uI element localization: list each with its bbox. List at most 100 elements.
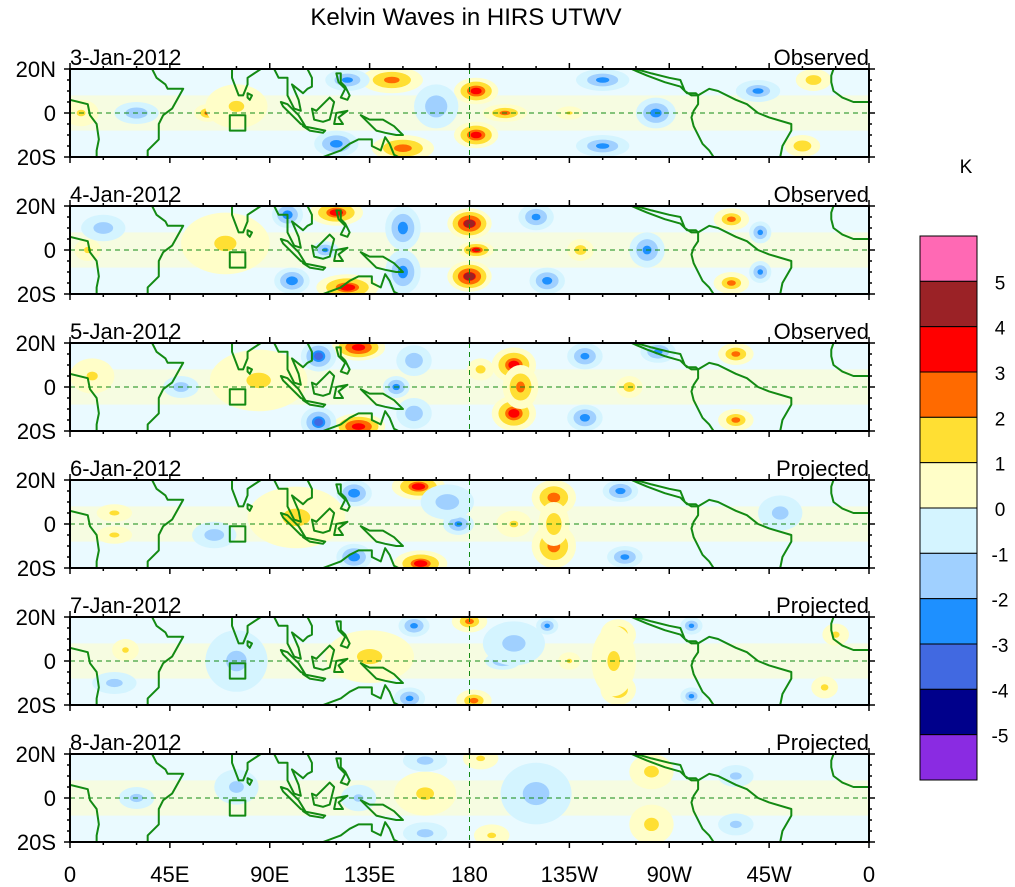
panel-date-label: 6-Jan-2012 [70, 456, 181, 481]
anomaly-contour [435, 494, 460, 510]
region-box [228, 251, 247, 269]
anomaly-contour [546, 513, 562, 535]
anomaly-contour [502, 635, 526, 652]
coastline [219, 480, 265, 508]
y-tick-label: 20N [16, 468, 56, 493]
coastline [830, 480, 869, 514]
y-tick-label: 20N [16, 331, 56, 356]
coastline [335, 346, 351, 375]
anomaly-contour [729, 772, 742, 780]
coastline [690, 772, 793, 842]
coastline [359, 388, 404, 410]
anomaly-contour [109, 510, 120, 516]
coastline [322, 684, 400, 705]
colorbar-swatch [919, 326, 978, 373]
coastline [310, 96, 336, 123]
coastline [70, 480, 185, 568]
coastline [630, 343, 700, 371]
panel-status-label: Projected [776, 730, 869, 755]
chart-title: Kelvin Waves in HIRS UTWV [310, 4, 621, 31]
coastline [310, 644, 336, 671]
coastline [335, 483, 351, 512]
coastline [70, 69, 185, 157]
coastline [246, 92, 253, 101]
coastline [246, 503, 253, 512]
colorbar-swatch [919, 643, 978, 690]
anomaly-contour [411, 483, 426, 490]
colorbar-label: -2 [992, 591, 1009, 612]
anomaly-contour [86, 371, 98, 381]
coastline [310, 233, 336, 260]
coastline [219, 343, 265, 371]
coastline [310, 507, 336, 534]
y-tick-label: 0 [44, 649, 56, 674]
coastline [359, 251, 404, 273]
coastline [246, 229, 253, 238]
y-tick-label: 0 [44, 101, 56, 126]
coastline [246, 777, 253, 786]
panel: 20N 0 20S 3-Jan-2012 Observed [16, 45, 875, 170]
anomaly-contour [229, 781, 244, 793]
region-box [228, 799, 247, 817]
coastline [335, 209, 351, 238]
anomaly-contour [547, 492, 561, 503]
y-tick-label: 20N [16, 742, 56, 767]
y-tick-label: 20S [17, 693, 56, 718]
anomaly-contour [726, 280, 736, 286]
anomaly-contour [820, 684, 829, 691]
coastline [219, 754, 265, 782]
coastline [830, 69, 869, 103]
y-tick-label: 0 [44, 786, 56, 811]
anomaly-contour [470, 131, 482, 139]
anomaly-contour [487, 832, 497, 839]
coastlines [70, 617, 869, 705]
anomaly-contour [397, 221, 408, 235]
colorbar-label: 0 [995, 500, 1006, 521]
anomaly-contour [729, 820, 742, 829]
colorbar-swatch [919, 280, 978, 328]
anomaly-contour [214, 235, 237, 252]
anomaly-contour [410, 623, 418, 629]
anomaly-contour [314, 418, 324, 427]
colorbar-label: -5 [992, 727, 1009, 748]
coastline [279, 375, 307, 402]
anomaly-contour [470, 87, 482, 95]
coastline [333, 520, 349, 536]
anomaly-contour [688, 694, 695, 699]
anomaly-contour [644, 765, 659, 778]
anomaly-contour [282, 508, 311, 527]
anomaly-contour [384, 76, 400, 84]
coastline [690, 361, 793, 431]
x-tick-label: 135W [541, 862, 599, 887]
coastline [630, 754, 700, 782]
coastlines [70, 69, 869, 157]
colorbar-swatch [919, 462, 978, 509]
anomaly-contour [805, 75, 822, 85]
anomaly-contour [425, 95, 448, 118]
x-tick-label: 0 [64, 862, 76, 887]
anomaly-contour [348, 488, 361, 498]
coastline [333, 794, 349, 810]
coastline [333, 657, 349, 673]
coastline [830, 754, 869, 788]
anomaly-contour [286, 276, 298, 286]
anomaly-contour [731, 351, 741, 357]
colorbar-label: 1 [995, 455, 1006, 476]
coastline [246, 366, 253, 375]
coastline [302, 673, 327, 682]
panel: 20N 0 20S 6-Jan-2012 Projected [16, 456, 875, 581]
coastline [273, 69, 313, 112]
coastline [690, 635, 793, 705]
panel-status-label: Observed [774, 45, 869, 70]
anomaly-contour [475, 365, 486, 374]
colorbar-swatch [919, 235, 978, 282]
coastline [333, 246, 349, 262]
colorbar-label: -4 [992, 681, 1009, 702]
colorbar-units-label: K [960, 157, 973, 178]
x-tick-label: 180 [451, 862, 488, 887]
anomaly-contour [579, 414, 590, 422]
x-tick-label: 90E [250, 862, 289, 887]
coastline [70, 617, 185, 705]
anomaly-contour [615, 487, 626, 495]
